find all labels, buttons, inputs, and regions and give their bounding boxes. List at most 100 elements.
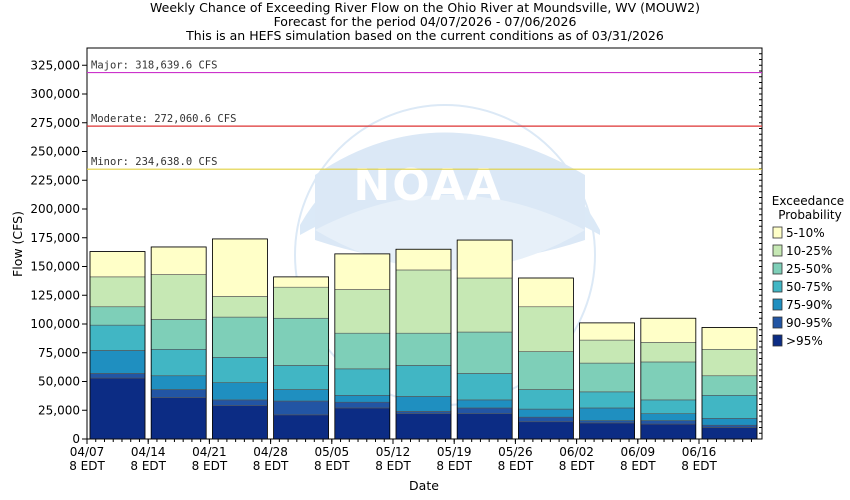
legend-label: 10-25% [786,244,832,258]
x-tick-date: 05/12 [376,445,411,459]
bar-segment [334,253,391,290]
bar-outline [395,248,452,440]
week-bar [89,251,146,440]
svg-text:NOAA: NOAA [353,160,502,211]
bar-segment [273,286,329,319]
bar-segment [518,306,574,352]
legend-label: 25-50% [786,262,832,276]
bar-segment [89,306,146,326]
bar-segment [579,362,635,393]
y-axis: 0 25,000 50,000 75,000 100,000 125,000 150,000… [30,53,762,446]
x-tick-time: 8 EDT [375,459,411,473]
x-tick-time: 8 EDT [436,459,472,473]
bar-segment [701,394,758,419]
bar-segment [334,289,391,334]
bar-segment [395,365,452,397]
bar-segment [334,394,391,403]
bar-segment [579,339,635,364]
bar-segment [456,399,513,409]
bar-segment [212,296,268,318]
chart-title-line-3: This is an HEFS simulation based on the … [185,28,664,43]
y-axis-label: Flow (CFS) [10,211,25,277]
legend-title-line-1: Exceedance [772,194,844,208]
x-tick-date: 06/09 [621,445,656,459]
x-tick-time: 8 EDT [620,459,656,473]
bar-segment [640,420,697,425]
bar-segment [89,373,146,379]
noaa-watermark: NOAA [294,104,600,406]
bar-segment [89,276,146,308]
bar-outline [579,322,635,440]
bar-segment [150,375,207,390]
y-tick-label: 175,000 [30,231,80,245]
legend-swatch [772,298,783,311]
bar-segment [701,424,758,428]
bar-segment [456,407,513,415]
x-tick-time: 8 EDT [314,459,350,473]
bar-outline [334,253,391,440]
x-tick-date: 06/02 [559,445,594,459]
x-tick-time: 8 EDT [559,459,595,473]
bar-segment [518,351,574,390]
chart-title-line-1: Weekly Chance of Exceeding River Flow on… [150,0,700,15]
bar-segment [212,357,268,383]
legend: Exceedance Probability 5-10% 10-25% 25-50%… [772,194,844,348]
bar-segment [395,332,452,366]
bar-segment [456,413,513,440]
y-tick-label: 275,000 [30,116,80,130]
y-tick-label: 325,000 [30,58,80,72]
bar-segment [150,397,207,440]
bar-segment [701,417,758,426]
bar-segment [334,407,391,440]
bar-segment [456,239,513,279]
x-tick-date: 05/05 [315,445,350,459]
week-bar [518,277,574,440]
bar-segment [518,421,574,440]
bar-segment [579,422,635,440]
bar-segment [212,238,268,297]
bar-segment [89,350,146,374]
bar-segment [579,322,635,341]
y-tick-label: 225,000 [30,173,80,187]
bar-segment [640,413,697,421]
bar-outline [518,277,574,440]
bar-segment [640,361,697,401]
x-tick-time: 8 EDT [69,459,105,473]
x-axis-label: Date [409,478,439,493]
x-tick-date: 05/26 [498,445,533,459]
bar-segment [89,251,146,278]
bar-outline [150,246,207,440]
bar-segment [456,331,513,374]
bar-outline [273,276,330,440]
bar-outline [456,239,513,440]
legend-swatch [772,244,783,257]
threshold-label: Minor: 234,638.0 CFS [91,156,217,168]
threshold-label: Moderate: 272,060.6 CFS [91,113,236,125]
x-tick-date: 04/07 [70,445,105,459]
week-bar [701,327,758,440]
chart-title-line-2: Forecast for the period 04/07/2026 - 07/… [274,14,577,29]
y-tick-label: 25,000 [38,403,80,417]
bar-segment [395,248,452,271]
bar-segment [640,399,697,414]
bar-segment [518,389,574,410]
threshold-label: Major: 318,639.6 CFS [91,60,217,72]
bar-segment [334,401,391,409]
bar-segment [334,368,391,396]
bar-segment [456,373,513,401]
legend-label: >95% [786,334,823,348]
bar-segment [150,246,207,275]
x-tick-time: 8 EDT [681,459,717,473]
legend-label: 75-90% [786,298,832,312]
bar-segment [640,317,697,343]
y-tick-label: 200,000 [30,202,80,216]
bar-segment [150,274,207,320]
bar-segment [395,269,452,334]
bar-segment [395,396,452,412]
x-tick-date: 04/28 [253,445,288,459]
week-bar [640,317,697,440]
bar-outline [211,238,268,440]
x-tick-date: 04/21 [192,445,227,459]
bar-segment [150,319,207,350]
